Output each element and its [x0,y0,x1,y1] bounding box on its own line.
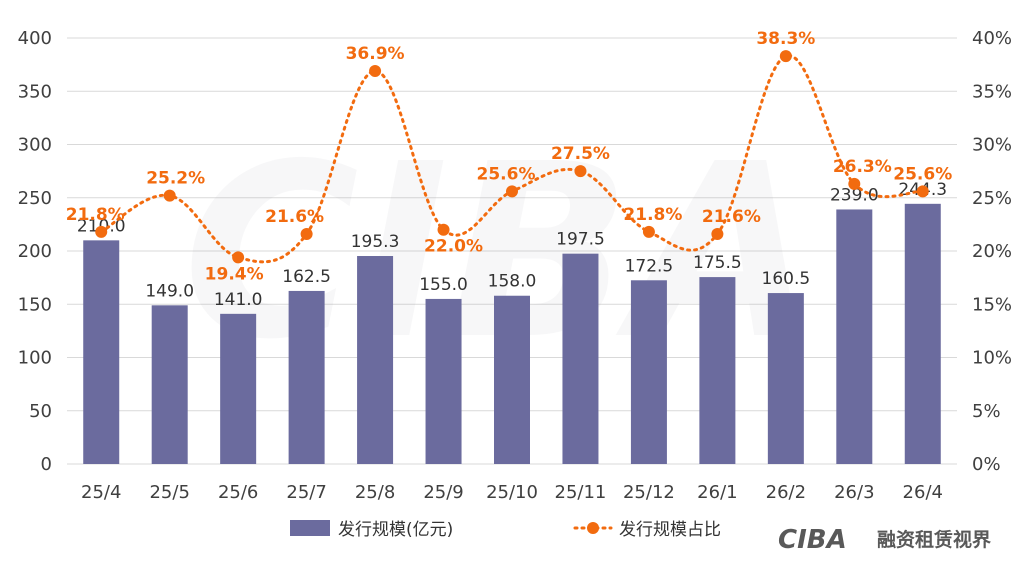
bar-value-label: 158.0 [488,272,537,292]
line-value-label: 19.4% [205,264,264,284]
y-left-tick-label: 0 [41,454,52,475]
line-path [99,54,925,264]
line-value-label: 21.8% [66,205,125,225]
line-point [642,225,655,238]
y-right-tick-label: 20% [972,241,1012,262]
x-tick-label: 26/1 [697,482,737,503]
bar [630,280,667,464]
y-left-tick-label: 150 [18,294,52,315]
legend-line-label: 发行规模占比 [619,520,721,540]
line-point [369,65,382,78]
y-axis-right: 0% 5% 10% 15% 20% 25% 30% 35% 40% [972,28,1012,475]
brand-logo: CIBA 融资租赁视界 [778,525,991,555]
line-point [437,223,450,236]
bar [220,313,257,464]
x-axis: 25/4 25/5 25/6 25/7 25/8 25/9 25/10 25/11 25/12 2… [81,482,943,503]
bar-value-labels: 210.0149.0141.0162.5195.3155.0158.0197.5… [77,180,947,310]
x-tick-label: 25/11 [555,482,607,503]
y-left-tick-label: 100 [18,348,52,369]
brand-logo-mark: CIBA [778,525,847,555]
y-left-tick-label: 350 [18,81,52,102]
line-point [95,225,108,238]
y-left-tick-label: 300 [18,135,52,156]
bar [699,277,736,464]
bar [904,203,941,464]
line-value-label: 22.0% [424,237,483,257]
line-value-label: 38.3% [756,29,815,49]
bar [357,256,394,464]
bar [425,298,462,464]
bar [836,209,873,464]
line-series [95,50,929,264]
line-value-label: 21.6% [702,207,761,227]
x-tick-label: 25/10 [486,482,538,503]
gridlines [67,37,957,465]
bar [562,253,599,464]
line-point [506,185,518,198]
x-tick-label: 25/9 [423,482,463,503]
x-tick-label: 25/7 [286,482,326,503]
line-value-label: 25.2% [146,169,205,189]
line-point [163,189,176,202]
y-left-tick-label: 250 [18,188,52,209]
bar [494,295,530,464]
y-right-tick-label: 10% [972,348,1012,369]
bar-value-label: 141.0 [214,290,263,310]
x-tick-label: 25/8 [355,482,395,503]
y-right-tick-label: 15% [972,294,1012,315]
line-value-labels: 21.8% 25.2% 19.4% 21.6% 36.9% 22.0% 25.6% 27.5%… [66,29,953,284]
x-tick-label: 25/6 [218,482,258,503]
brand-name: 融资租赁视界 [877,528,991,551]
y-right-tick-label: 5% [972,401,1001,422]
bar-value-label: 172.5 [625,256,674,276]
x-tick-label: 25/12 [623,482,675,503]
y-left-tick-label: 400 [18,28,52,49]
line-point [300,227,313,240]
y-right-tick-label: 25% [972,188,1012,209]
x-tick-label: 25/4 [81,482,121,503]
y-right-tick-label: 40% [972,28,1012,49]
line-value-label: 25.6% [893,164,952,184]
y-right-tick-label: 30% [972,135,1012,156]
line-value-label: 21.8% [623,205,682,225]
bar-value-label: 149.0 [145,281,194,301]
bar [151,305,188,464]
line-point [916,185,929,198]
bar-value-label: 197.5 [556,230,605,250]
line-point [848,177,861,190]
line-point [232,251,245,264]
bar [288,290,325,464]
legend-bar-swatch [290,520,330,536]
bar-value-label: 239.0 [830,185,879,205]
bar-value-label: 155.0 [419,275,468,295]
bar-value-label: 162.5 [282,267,331,287]
bar-value-label: 195.3 [351,232,400,252]
bar [83,240,120,464]
bar-value-label: 175.5 [693,253,742,273]
line-value-label: 36.9% [346,44,405,64]
line-value-label: 21.6% [265,207,324,227]
x-tick-label: 25/5 [149,482,189,503]
y-left-tick-label: 200 [18,241,52,262]
y-axis-left: 0 50 100 150 200 250 300 350 400 [18,28,52,475]
x-tick-label: 26/2 [766,482,806,503]
line-point [711,227,724,240]
y-right-tick-label: 35% [972,81,1012,102]
bar-value-label: 160.5 [762,269,811,289]
bar [767,293,804,464]
y-right-tick-label: 0% [972,454,1001,475]
line-value-label: 26.3% [833,157,892,177]
line-point [779,50,792,63]
line-value-label: 27.5% [551,144,610,164]
x-tick-label: 26/4 [903,482,943,503]
line-point [574,165,587,178]
x-tick-label: 26/3 [834,482,874,503]
legend-bar-label: 发行规模(亿元) [338,520,453,540]
bar-series [83,203,941,464]
legend: 发行规模(亿元) 发行规模占比 [290,520,721,540]
line-value-label: 25.6% [477,164,536,184]
y-left-tick-label: 50 [29,401,52,422]
legend-line-marker [587,522,599,534]
